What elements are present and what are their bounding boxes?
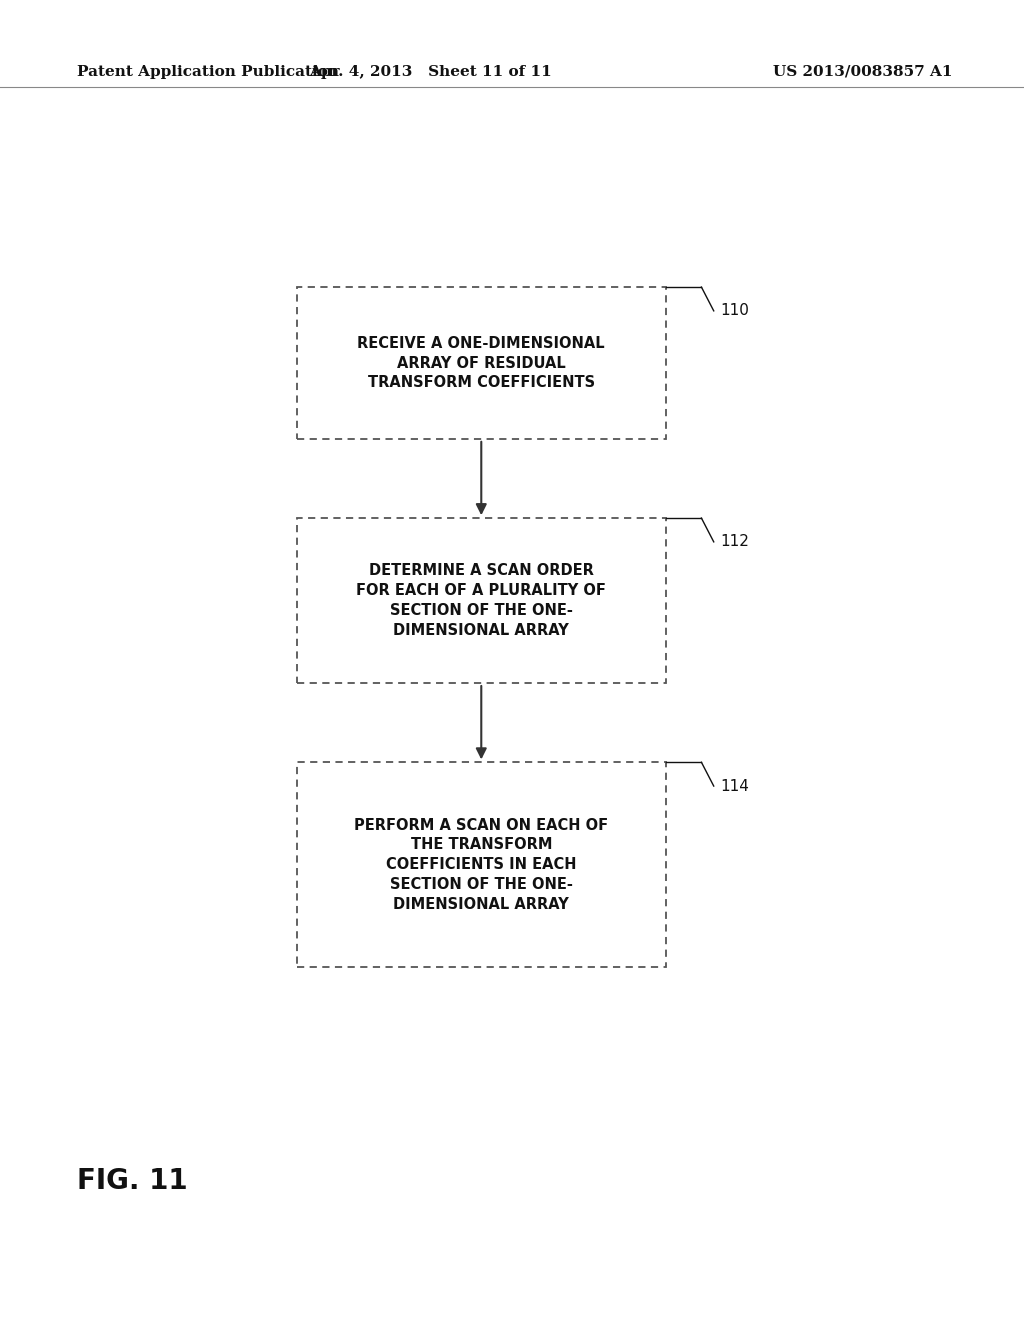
- FancyBboxPatch shape: [297, 288, 666, 438]
- Text: 112: 112: [720, 535, 749, 549]
- Text: 110: 110: [720, 304, 749, 318]
- Text: Apr. 4, 2013   Sheet 11 of 11: Apr. 4, 2013 Sheet 11 of 11: [308, 65, 552, 79]
- Text: Patent Application Publication: Patent Application Publication: [77, 65, 339, 79]
- Text: FIG. 11: FIG. 11: [77, 1167, 187, 1196]
- Text: DETERMINE A SCAN ORDER
FOR EACH OF A PLURALITY OF
SECTION OF THE ONE-
DIMENSIONA: DETERMINE A SCAN ORDER FOR EACH OF A PLU…: [356, 564, 606, 638]
- Text: PERFORM A SCAN ON EACH OF
THE TRANSFORM
COEFFICIENTS IN EACH
SECTION OF THE ONE-: PERFORM A SCAN ON EACH OF THE TRANSFORM …: [354, 817, 608, 912]
- FancyBboxPatch shape: [297, 517, 666, 682]
- Text: RECEIVE A ONE-DIMENSIONAL
ARRAY OF RESIDUAL
TRANSFORM COEFFICIENTS: RECEIVE A ONE-DIMENSIONAL ARRAY OF RESID…: [357, 335, 605, 391]
- FancyBboxPatch shape: [297, 763, 666, 966]
- Text: US 2013/0083857 A1: US 2013/0083857 A1: [773, 65, 952, 79]
- Text: 114: 114: [720, 779, 749, 793]
